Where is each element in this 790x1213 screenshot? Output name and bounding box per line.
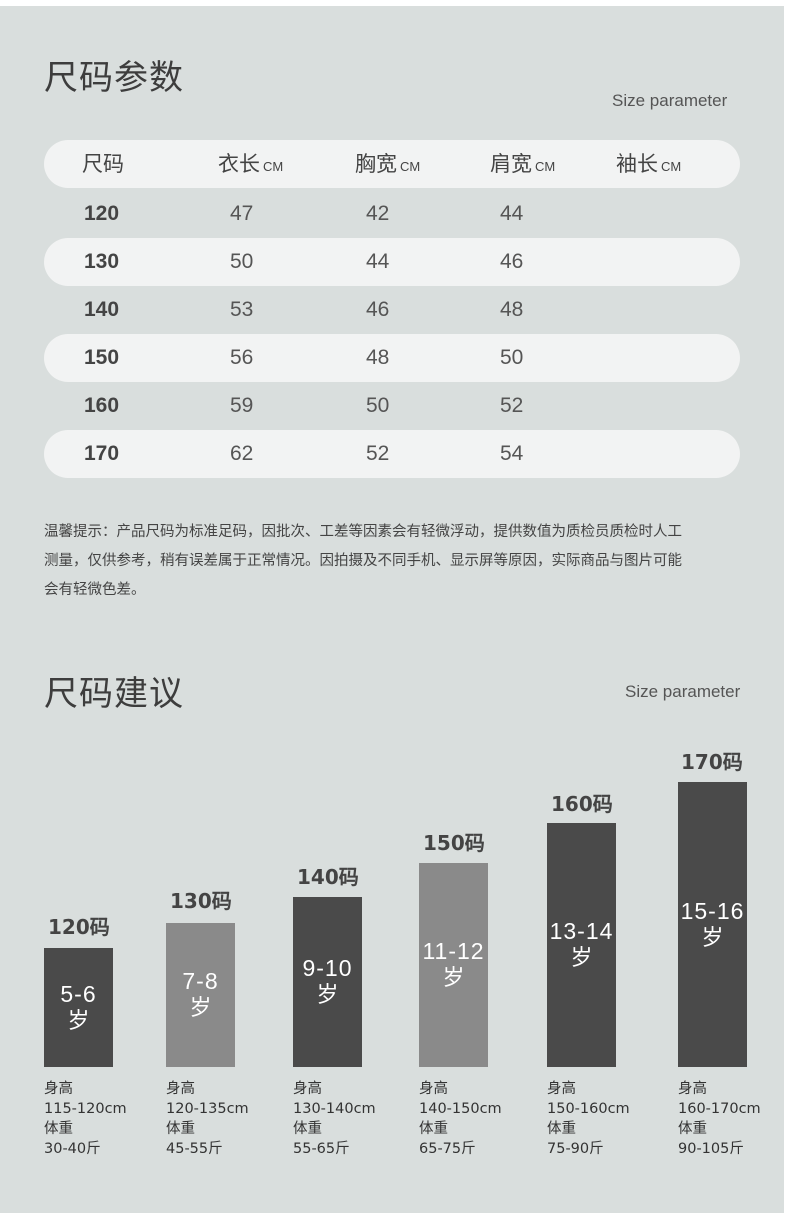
bar-age-range: 11-12 [422, 938, 485, 964]
height-value: 140-150cm [419, 1101, 502, 1117]
bar-info: 身高 120-135cm 体重 45-55斤 [166, 1079, 249, 1159]
height-label: 身高 [44, 1081, 73, 1097]
cell-length: 53 [230, 298, 254, 321]
cell-chest: 50 [366, 394, 390, 417]
bar-age-unit: 岁 [316, 983, 339, 1008]
bar-info: 身高 130-140cm 体重 55-65斤 [293, 1079, 376, 1159]
age-bar: 9-10 岁 [293, 897, 362, 1067]
cell-length: 47 [230, 202, 254, 225]
tip-line: 测量，仅供参考，稍有误差属于正常情况。因拍摄及不同手机、显示屏等原因，实际商品与… [44, 553, 682, 569]
weight-label: 体重 [293, 1121, 322, 1137]
header-shoulder: 肩宽 CM [490, 152, 556, 176]
cell-length: 50 [230, 250, 254, 273]
bar-size-label: 140码 [297, 865, 359, 889]
cell-shoulder: 46 [500, 250, 524, 273]
table-row: 120 47 42 44 [44, 190, 740, 238]
bar-info: 身高 150-160cm 体重 75-90斤 [547, 1079, 630, 1159]
bar-age-unit: 岁 [189, 996, 212, 1021]
size-advice-subtitle: Size parameter [625, 682, 741, 701]
cell-size: 130 [84, 250, 120, 273]
table-row: 150 56 48 50 [44, 334, 740, 382]
size-table-title: 尺码参数 [44, 58, 184, 98]
height-label: 身高 [678, 1081, 707, 1097]
cell-chest: 52 [366, 442, 390, 465]
table-row: 170 62 52 54 [44, 430, 740, 478]
cell-chest: 46 [366, 298, 390, 321]
bar-age-unit: 岁 [701, 925, 724, 951]
bar-age-range: 9-10 [302, 955, 353, 981]
cell-size: 120 [84, 202, 120, 225]
height-label: 身高 [547, 1081, 576, 1097]
header-size: 尺码 [82, 152, 124, 176]
size-table-subtitle: Size parameter [612, 91, 728, 110]
header-chest: 胸宽 CM [355, 152, 421, 176]
cell-size: 140 [84, 298, 120, 321]
bar-info: 身高 140-150cm 体重 65-75斤 [419, 1079, 502, 1159]
cell-length: 62 [230, 442, 254, 465]
weight-value: 55-65斤 [293, 1141, 350, 1157]
bar-age-range: 7-8 [182, 968, 219, 994]
bar-age-unit: 岁 [67, 1008, 90, 1034]
weight-label: 体重 [44, 1121, 73, 1137]
size-advice-title: 尺码建议 [44, 674, 184, 714]
size-tip-note: 温馨提示：产品尺码为标准足码，因批次、工差等因素会有轻微浮动，提供数值为质检员质… [44, 518, 754, 605]
header-sleeve: 袖长 CM [616, 152, 682, 176]
background-panel [0, 6, 784, 1213]
height-label: 身高 [166, 1081, 195, 1097]
age-bar: 11-12 岁 [419, 863, 488, 1067]
header-length: 衣长 CM [218, 152, 284, 176]
cell-shoulder: 54 [500, 442, 524, 465]
weight-label: 体重 [547, 1121, 576, 1137]
bar-size-label: 160码 [551, 792, 613, 816]
weight-label: 体重 [166, 1121, 195, 1137]
table-row: 130 50 44 46 [44, 238, 740, 286]
weight-label: 体重 [419, 1121, 448, 1137]
age-bar: 5-6 岁 [44, 948, 113, 1067]
table-row: 160 59 50 52 [44, 382, 740, 430]
table-header-row: 尺码 衣长 CM 胸宽 CM 肩宽 CM 袖长 CM [44, 140, 740, 188]
cell-chest: 48 [366, 346, 390, 369]
cell-shoulder: 48 [500, 298, 524, 321]
cell-size: 160 [84, 394, 120, 417]
height-label: 身高 [293, 1081, 322, 1097]
bar-age-unit: 岁 [570, 946, 593, 971]
weight-value: 65-75斤 [419, 1141, 476, 1157]
bar-size-label: 130码 [170, 889, 232, 913]
weight-value: 90-105斤 [678, 1141, 744, 1157]
bar-age-unit: 岁 [442, 966, 465, 991]
bar-age-range: 13-14 [549, 918, 614, 944]
bar-age-range: 15-16 [680, 897, 745, 924]
height-value: 160-170cm [678, 1101, 761, 1117]
bar-size-label: 150码 [423, 831, 485, 855]
height-value: 150-160cm [547, 1101, 630, 1117]
age-bar: 13-14 岁 [547, 823, 616, 1067]
tip-line: 温馨提示：产品尺码为标准足码，因批次、工差等因素会有轻微浮动，提供数值为质检员质… [44, 524, 682, 540]
cell-shoulder: 50 [500, 346, 524, 369]
weight-value: 75-90斤 [547, 1141, 604, 1157]
height-value: 130-140cm [293, 1101, 376, 1117]
cell-chest: 42 [366, 202, 390, 225]
cell-shoulder: 52 [500, 394, 524, 417]
weight-label: 体重 [678, 1121, 707, 1137]
cell-size: 150 [84, 346, 120, 369]
bar-size-label: 120码 [48, 915, 110, 939]
tip-line: 会有轻微色差。 [44, 582, 146, 598]
cell-length: 56 [230, 346, 254, 369]
age-bar: 7-8 岁 [166, 923, 235, 1067]
bar-age-range: 5-6 [60, 980, 97, 1007]
bar-info: 身高 160-170cm 体重 90-105斤 [678, 1079, 761, 1159]
cell-chest: 44 [366, 250, 390, 273]
bar-size-label: 170码 [681, 750, 743, 774]
weight-value: 45-55斤 [166, 1141, 223, 1157]
age-bar: 15-16 岁 [678, 782, 747, 1067]
height-value: 115-120cm [44, 1101, 127, 1117]
table-row: 140 53 46 48 [44, 286, 740, 334]
cell-shoulder: 44 [500, 202, 524, 225]
weight-value: 30-40斤 [44, 1141, 101, 1157]
height-label: 身高 [419, 1081, 448, 1097]
cell-length: 59 [230, 394, 254, 417]
height-value: 120-135cm [166, 1101, 249, 1117]
cell-size: 170 [84, 442, 120, 465]
bar-info: 身高 115-120cm 体重 30-40斤 [44, 1079, 127, 1159]
